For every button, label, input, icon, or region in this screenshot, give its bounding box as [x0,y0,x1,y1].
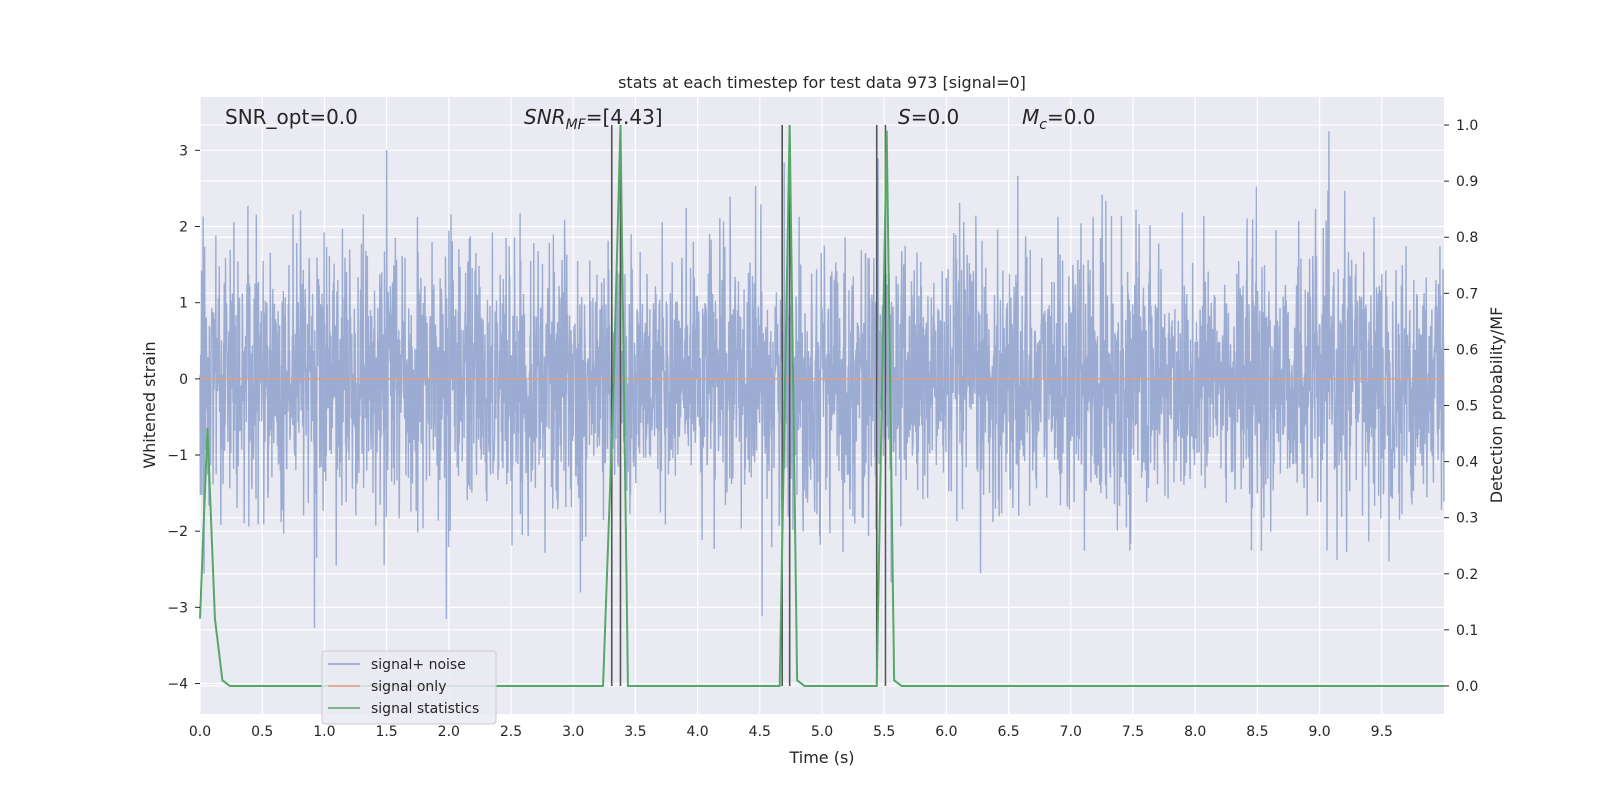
x-tick-label: 3.0 [562,724,584,740]
y2-tick-label: 0.6 [1456,342,1478,358]
y-axis-label: Whitened strain [140,341,159,468]
legend: signal+ noise signal only signal statist… [321,650,497,725]
y-tick-label: 0 [179,372,188,388]
annotation-snr-mf: SNRMF=[4.43] [524,105,663,133]
x-tick-label: 8.5 [1246,724,1268,740]
x-tick-label: 1.0 [313,724,335,740]
y-tick-label: 3 [179,143,188,159]
x-tick-label: 7.0 [1060,724,1082,740]
x-tick-label: 6.0 [935,724,957,740]
annotation-s: S=0.0 [898,105,959,129]
y-tick-label: 1 [179,296,188,312]
x-tick-label: 1.5 [375,724,397,740]
y2-axis-label: Detection probability/MF [1487,307,1506,504]
x-tick-label: 9.5 [1371,724,1393,740]
x-tick-label: 4.5 [749,724,771,740]
y-tick-label: 2 [179,219,188,235]
legend-label-signal-plus-noise: signal+ noise [371,657,466,673]
x-tick-label: 4.0 [686,724,708,740]
y2-axis-ticks: 0.0 0.1 0.2 0.3 0.4 0.5 0.6 0.7 0.8 0.9 1.0 [1444,118,1478,695]
y2-tick-label: 0.8 [1456,230,1478,246]
x-tick-label: 0.0 [189,724,211,740]
x-tick-label: 2.5 [500,724,522,740]
x-tick-label: 0.5 [251,724,273,740]
x-tick-label: 5.5 [873,724,895,740]
x-tick-label: 3.5 [624,724,646,740]
legend-label-signal-only: signal only [371,679,446,695]
x-tick-label: 2.0 [438,724,460,740]
series-signal-plus-noise [199,131,1445,629]
x-tick-label: 6.5 [997,724,1019,740]
signal-statistics-line [199,125,1444,687]
y2-tick-label: 0.0 [1456,679,1478,695]
y-axis-ticks: −4 −3 −2 −1 0 1 2 3 [167,143,200,693]
chart-title: stats at each timestep for test data 973… [618,73,1026,92]
annotation-mc: Mc=0.0 [1022,105,1096,133]
y2-tick-label: 0.1 [1456,623,1478,639]
y2-tick-label: 0.4 [1456,455,1478,471]
x-axis-label: Time (s) [788,748,854,767]
annotation-snr-opt: SNR_opt=0.0 [225,105,358,129]
y2-tick-label: 1.0 [1456,118,1478,134]
y-tick-label: −3 [167,600,188,616]
series-signal-statistics [199,125,1444,687]
y-tick-label: −1 [167,448,188,464]
y2-tick-label: 0.2 [1456,567,1478,583]
y2-tick-label: 0.7 [1456,286,1478,302]
x-tick-label: 5.0 [811,724,833,740]
legend-box [321,650,497,725]
signal-plus-noise-line [199,131,1445,629]
y2-tick-label: 0.9 [1456,174,1478,190]
y2-tick-label: 0.5 [1456,399,1478,415]
x-axis-ticks: 0.0 0.5 1.0 1.5 2.0 2.5 3.0 3.5 4.0 4.5 5.0 5.5 6.0 6… [189,724,1393,740]
y-tick-label: −4 [167,677,188,693]
x-tick-label: 9.0 [1308,724,1330,740]
y-tick-label: −2 [167,524,188,540]
y2-tick-label: 0.3 [1456,511,1478,527]
x-tick-label: 8.0 [1184,724,1206,740]
legend-label-signal-statistics: signal statistics [371,701,479,717]
x-tick-label: 7.5 [1122,724,1144,740]
